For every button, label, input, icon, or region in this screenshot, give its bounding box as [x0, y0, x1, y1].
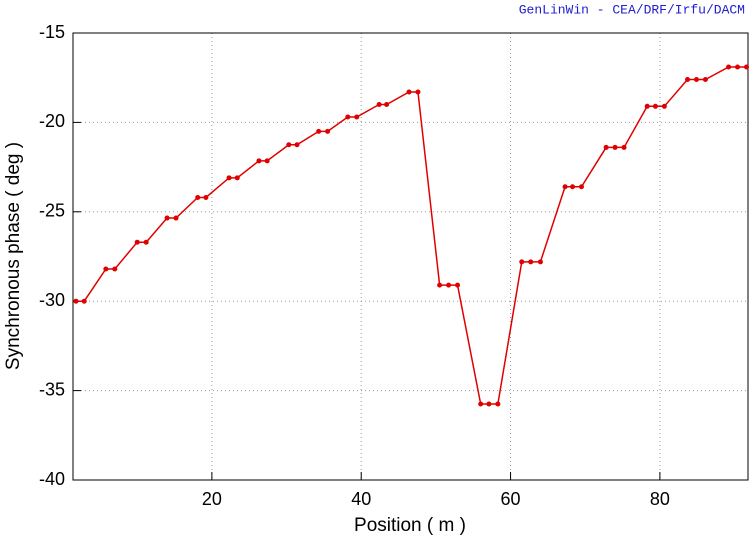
data-point	[478, 401, 484, 407]
x-tick-label: 60	[501, 489, 521, 509]
data-point	[735, 64, 741, 70]
data-point	[486, 401, 492, 407]
data-point	[415, 89, 421, 95]
data-point	[226, 175, 232, 181]
data-point	[519, 259, 525, 265]
data-point	[134, 239, 140, 245]
data-point	[345, 114, 351, 120]
data-point	[203, 194, 209, 200]
data-point	[685, 76, 691, 82]
data-point	[81, 298, 87, 304]
y-tick-label: -20	[39, 111, 65, 131]
data-point	[354, 114, 360, 120]
x-axis-label: Position ( m )	[354, 515, 466, 536]
x-tick-label: 80	[650, 489, 670, 509]
data-point	[578, 184, 584, 190]
data-point	[294, 142, 300, 148]
x-tick-label: 40	[351, 489, 371, 509]
data-point	[103, 266, 109, 272]
data-point	[726, 64, 732, 70]
data-point	[256, 158, 262, 164]
data-point	[693, 76, 699, 82]
data-point	[562, 184, 568, 190]
credit: GenLinWin - CEA/DRF/Irfu/DACM	[519, 2, 745, 17]
data-point	[603, 144, 609, 150]
data-point	[570, 184, 576, 190]
data-point	[744, 64, 750, 70]
data-point	[384, 102, 390, 108]
data-point	[702, 76, 708, 82]
data-point	[621, 144, 627, 150]
y-tick-label: -30	[39, 290, 65, 310]
y-axis-label: Synchronous phase ( deg )	[3, 142, 24, 370]
data-point	[325, 128, 331, 134]
data-point	[455, 282, 461, 288]
data-point	[316, 128, 322, 134]
data-point	[376, 102, 382, 108]
y-tick-label: -25	[39, 201, 65, 221]
y-tick-label: -40	[39, 469, 65, 489]
data-point	[652, 103, 658, 109]
y-tick-label: -15	[39, 22, 65, 42]
x-tick-label: 20	[202, 489, 222, 509]
data-point	[143, 239, 149, 245]
data-point	[537, 259, 543, 265]
data-point	[406, 89, 412, 95]
data-point	[644, 103, 650, 109]
data-line	[75, 66, 747, 405]
data-point	[612, 144, 618, 150]
data-point	[661, 103, 667, 109]
data-point	[264, 158, 270, 164]
data-point	[286, 142, 292, 148]
data-point	[73, 298, 79, 304]
data-point	[446, 282, 452, 288]
data-point	[173, 215, 179, 221]
data-point	[495, 401, 501, 407]
plot-frame	[72, 32, 749, 481]
data-point	[234, 175, 240, 181]
data-point	[164, 215, 170, 221]
data-point	[437, 282, 443, 288]
y-tick-label: -35	[39, 379, 65, 399]
data-point	[112, 266, 118, 272]
data-point	[195, 194, 201, 200]
data-point	[528, 259, 534, 265]
